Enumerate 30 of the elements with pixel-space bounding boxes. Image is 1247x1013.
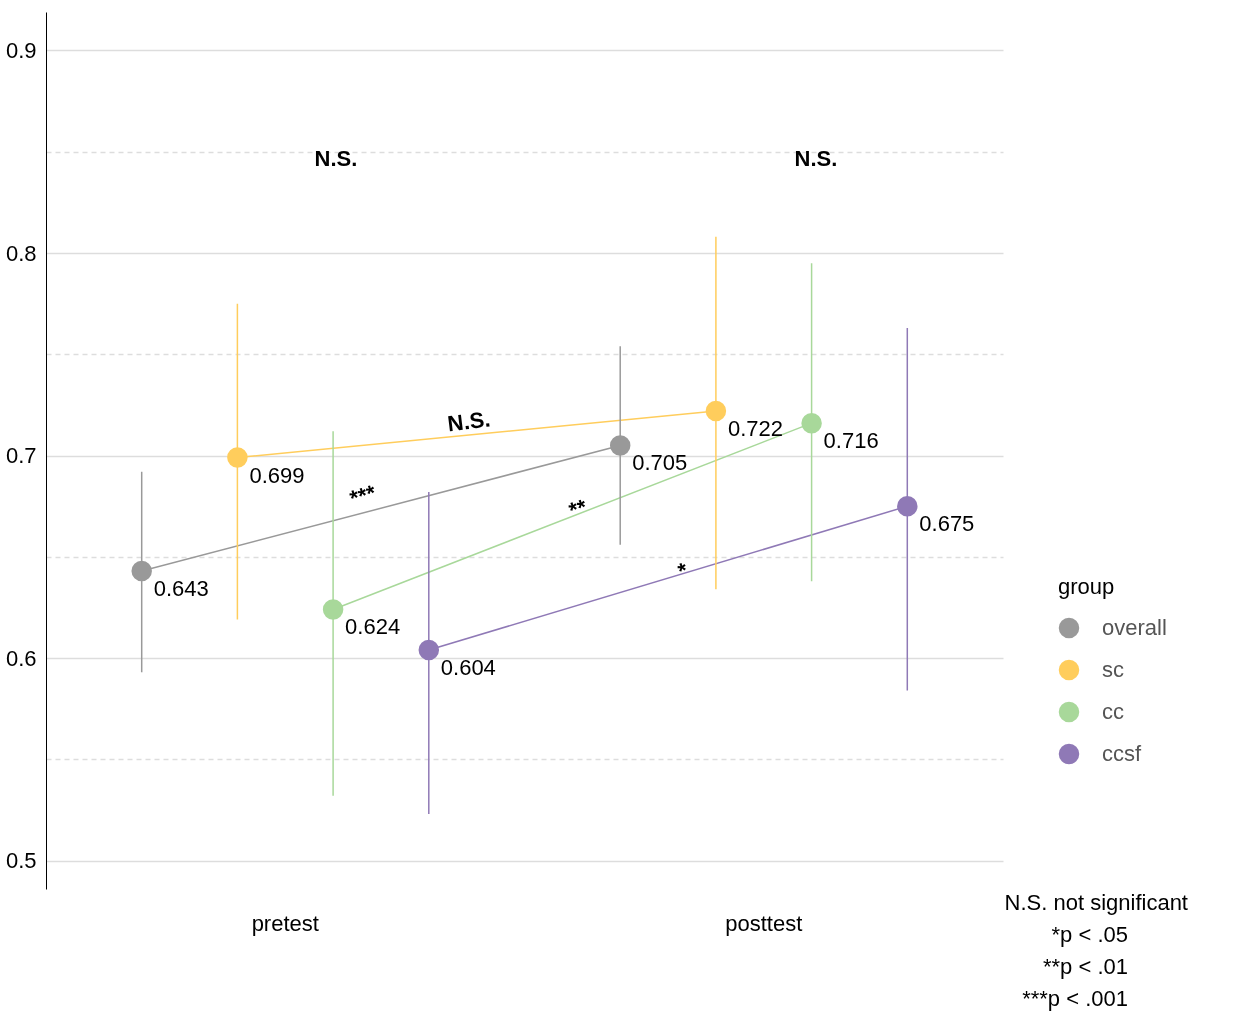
annotation: * (674, 557, 692, 584)
y-tick-label: 0.9 (5, 37, 37, 63)
x-tick-label: pretest (251, 910, 319, 936)
legend-title: group (1058, 574, 1115, 599)
annotation: ** (565, 493, 591, 524)
annotation: N.S. (314, 146, 358, 171)
y-tick-label: 0.7 (5, 443, 37, 469)
text: ***p < .001 (1022, 986, 1128, 1011)
legend-label: ccsf (1102, 741, 1142, 766)
data-label: 0.604 (440, 655, 496, 680)
data-label: 0.675 (919, 511, 975, 537)
text: N.S. not significant (1004, 890, 1188, 915)
legend-label: overall (1102, 615, 1167, 640)
data-label: 0.624 (345, 614, 401, 640)
data-label: 0.722 (727, 416, 783, 441)
annotation: *** (347, 479, 380, 512)
annotation: N.S. (446, 406, 492, 437)
data-label: 0.705 (632, 450, 688, 476)
data-label: 0.716 (823, 428, 879, 454)
data-label: 0.699 (249, 462, 305, 488)
text: *p < .05 (1051, 922, 1128, 947)
annotation: N.S. (794, 146, 838, 171)
legend-label: sc (1102, 657, 1124, 682)
legend-label: cc (1102, 699, 1124, 724)
y-tick-label: 0.8 (5, 240, 37, 266)
data-label: 0.643 (153, 576, 209, 602)
y-tick-label: 0.5 (5, 848, 37, 874)
text: **p < .01 (1042, 954, 1128, 979)
y-tick-label: 0.6 (5, 645, 37, 671)
x-tick-label: posttest (725, 910, 803, 936)
